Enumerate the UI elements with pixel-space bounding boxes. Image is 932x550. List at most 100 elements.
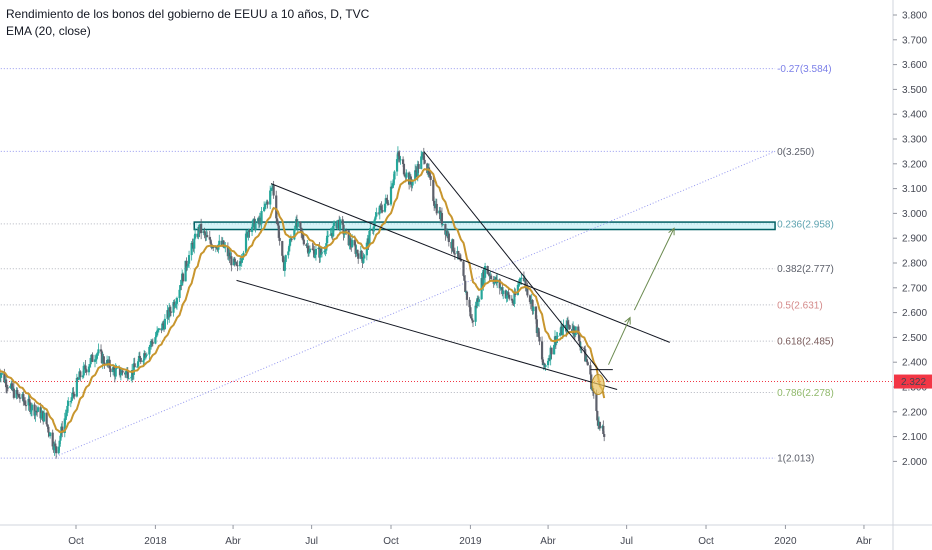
x-tick-label: Oct xyxy=(383,536,399,547)
projection-arrow-1 xyxy=(608,317,631,365)
candle-body xyxy=(65,412,68,416)
candle-body xyxy=(88,364,91,367)
candle-body xyxy=(368,230,371,245)
candle-body xyxy=(293,229,296,240)
candle-body xyxy=(23,400,26,402)
candle-body xyxy=(498,279,501,289)
candle-body xyxy=(173,302,176,307)
y-tick-label: 2.800 xyxy=(902,259,927,270)
candle-body xyxy=(241,257,244,260)
candle-body xyxy=(584,349,587,362)
fib-level-label: 0.5(2.631) xyxy=(777,300,823,311)
candle-body xyxy=(204,233,207,237)
fib-level-label: 0.786(2.278) xyxy=(777,388,834,399)
candle-body xyxy=(28,398,31,403)
candle-body xyxy=(228,252,231,259)
candle-body xyxy=(45,412,48,425)
candle-body xyxy=(544,365,547,367)
candle-body xyxy=(156,329,160,331)
ema-line xyxy=(0,168,606,434)
y-tick-label: 2.700 xyxy=(902,283,927,294)
candle-body xyxy=(250,226,254,232)
candle-body xyxy=(559,332,562,336)
candle-body xyxy=(94,359,97,361)
candle-body xyxy=(178,289,181,299)
fib-trend-diagonal xyxy=(55,150,776,457)
candle-body xyxy=(24,405,28,407)
candle-body xyxy=(142,360,145,363)
candle-body xyxy=(526,286,529,296)
candle-body xyxy=(112,367,116,370)
candle-body xyxy=(535,319,538,334)
candle-body xyxy=(118,367,122,376)
candle-body xyxy=(260,211,263,224)
candle-body xyxy=(338,219,342,230)
candle-body xyxy=(208,237,211,240)
candle-body xyxy=(149,344,152,347)
candle-body xyxy=(387,203,390,205)
candle-body xyxy=(432,179,435,201)
candle-body xyxy=(194,233,197,239)
candle-body xyxy=(9,385,12,388)
candle-body xyxy=(513,293,516,305)
candle-body xyxy=(397,152,400,157)
candle-body xyxy=(305,244,308,247)
candle-body xyxy=(378,205,381,214)
candle-body xyxy=(381,210,384,212)
candle-body xyxy=(349,238,352,246)
candle-body xyxy=(457,251,460,257)
candle-body xyxy=(57,446,60,454)
candle-body xyxy=(546,360,550,366)
candle-body xyxy=(288,239,292,246)
candle-body xyxy=(550,347,553,355)
candle-body xyxy=(247,230,250,237)
candle-body xyxy=(379,205,382,207)
candle-body xyxy=(320,252,324,254)
candle-body xyxy=(133,363,136,368)
candle-body xyxy=(386,199,389,204)
candle-body xyxy=(77,379,80,381)
candle-body xyxy=(109,368,112,373)
candle-body xyxy=(516,284,519,295)
candle-body xyxy=(336,220,339,228)
candle-body xyxy=(187,263,190,267)
candle-body xyxy=(224,246,227,248)
candle-body xyxy=(23,401,27,406)
candle-body xyxy=(281,241,284,256)
ema-indicator-label[interactable]: EMA (20, close) xyxy=(6,24,91,38)
candle-body xyxy=(372,226,375,231)
candle-body xyxy=(471,318,474,321)
candle-body xyxy=(422,152,425,160)
y-tick-label: 3.500 xyxy=(902,85,927,96)
candle-body xyxy=(578,341,582,348)
candle-body xyxy=(453,253,456,255)
y-tick-label: 3.400 xyxy=(902,110,927,121)
candle-body xyxy=(314,249,318,255)
candle-body xyxy=(47,426,50,433)
x-tick-label: Abr xyxy=(856,536,872,547)
candle-body xyxy=(519,278,522,280)
x-tick-label: Oct xyxy=(698,536,714,547)
candle-body xyxy=(130,377,133,379)
candle-body xyxy=(561,327,564,336)
y-tick-label: 2.100 xyxy=(902,432,927,443)
candle-body xyxy=(332,225,335,237)
candle-body xyxy=(16,390,19,395)
candle-body xyxy=(553,345,556,355)
candle-body xyxy=(518,279,521,284)
current-price-label: 2.322 xyxy=(901,377,926,388)
candle-body xyxy=(468,299,471,308)
candle-body xyxy=(399,159,402,161)
candle-body xyxy=(505,295,508,299)
candle-body xyxy=(447,233,450,243)
y-tick-label: 3.300 xyxy=(902,135,927,146)
candle-body xyxy=(40,412,43,419)
candle-body xyxy=(565,321,569,332)
candle-body xyxy=(218,240,221,245)
candle-body xyxy=(186,266,189,268)
fib-level-label: 0.618(2.485) xyxy=(777,337,834,348)
candle-body xyxy=(203,231,206,234)
candle-body xyxy=(99,349,103,352)
candle-body xyxy=(4,379,8,388)
